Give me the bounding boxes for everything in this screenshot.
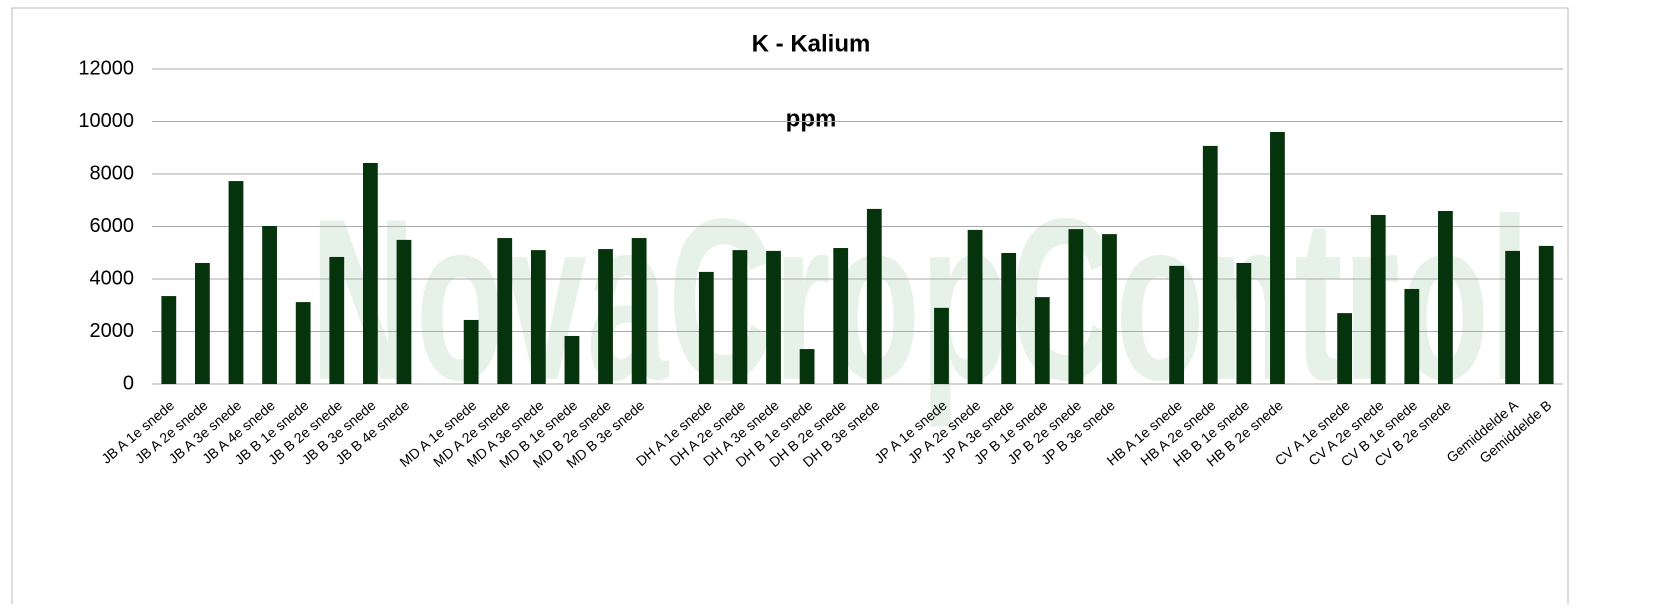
- y-tick-label: 8000: [90, 162, 135, 184]
- bar: [1034, 297, 1050, 384]
- bar: [1438, 211, 1453, 384]
- bar: [1538, 245, 1554, 384]
- y-tick-label: 2000: [90, 320, 135, 342]
- bar: [564, 335, 580, 384]
- y-tick-label: 10000: [78, 110, 134, 132]
- bar: [1236, 262, 1252, 384]
- bar: [295, 302, 311, 384]
- bar: [1505, 250, 1520, 384]
- y-tick-label: 4000: [90, 267, 135, 289]
- bar: [1337, 313, 1353, 384]
- bar: [799, 349, 815, 384]
- bar: [833, 248, 849, 384]
- bar: [866, 208, 882, 384]
- bar: [598, 249, 613, 384]
- bar: [1370, 214, 1386, 384]
- bar: [1270, 132, 1285, 384]
- bar: [1102, 234, 1117, 384]
- bar: [732, 250, 748, 384]
- chart-title: K - Kalium: [752, 30, 871, 57]
- bar: [530, 250, 546, 384]
- bar: [766, 250, 781, 384]
- bar: [262, 225, 277, 384]
- bar: [1404, 288, 1420, 384]
- y-tick-label: 12000: [78, 57, 134, 79]
- bar: [1068, 229, 1084, 384]
- bar: [967, 229, 983, 384]
- y-tick-label: 6000: [90, 215, 135, 237]
- y-tick-label: 0: [123, 372, 134, 394]
- bar: [195, 262, 210, 384]
- bar: [934, 307, 949, 384]
- bar: [1202, 145, 1218, 384]
- bar: [1169, 265, 1185, 384]
- bar: [161, 296, 177, 384]
- bar: [228, 181, 244, 384]
- chart-subtitle: ppm: [786, 105, 837, 132]
- watermark: NovaCropControl: [310, 171, 1530, 428]
- bar: [497, 238, 513, 384]
- bar: [698, 271, 714, 384]
- bar: [329, 256, 345, 384]
- bar: [463, 319, 479, 384]
- bar: [362, 162, 378, 384]
- bar: [396, 239, 412, 384]
- bar: [1001, 253, 1017, 384]
- bar: [631, 238, 647, 384]
